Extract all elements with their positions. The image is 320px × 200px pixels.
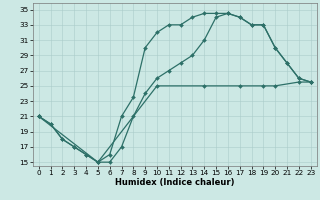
X-axis label: Humidex (Indice chaleur): Humidex (Indice chaleur) — [115, 178, 235, 187]
